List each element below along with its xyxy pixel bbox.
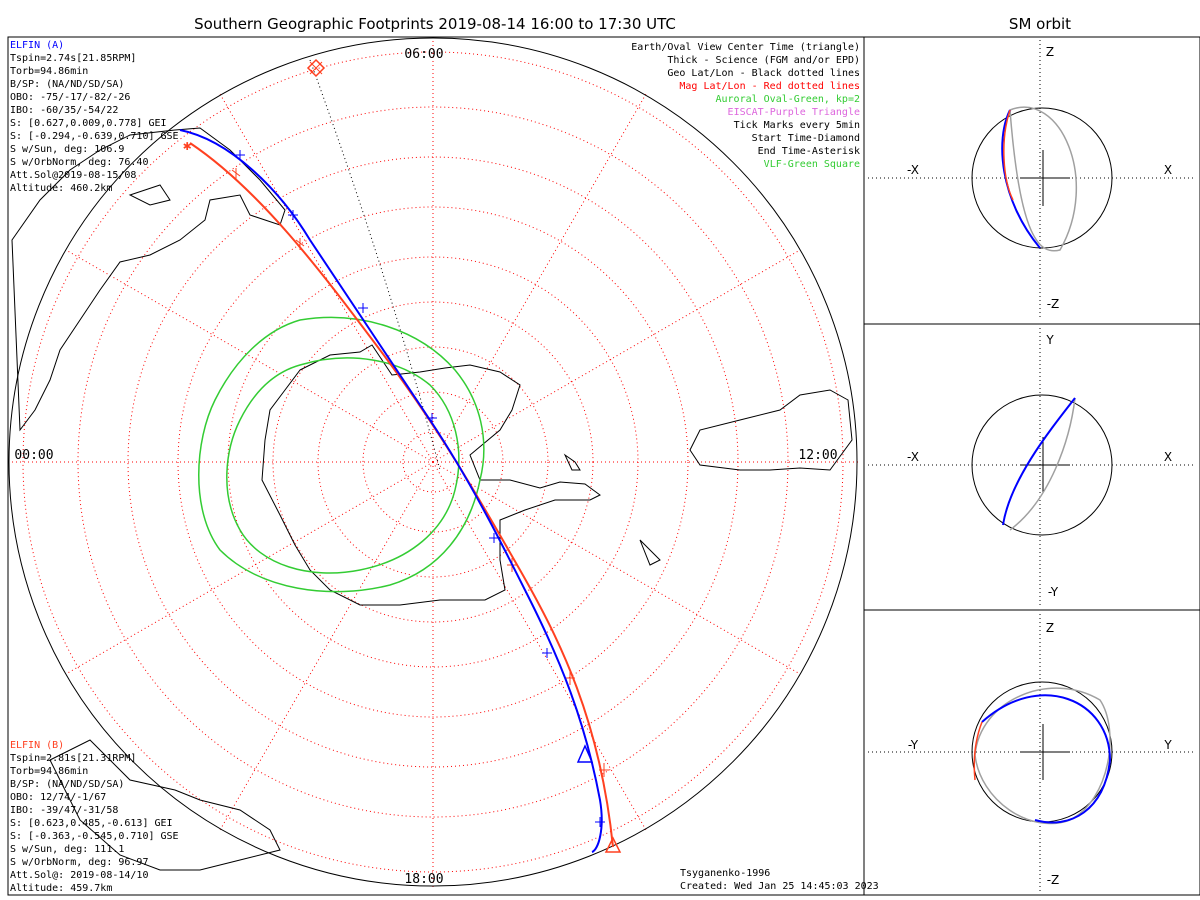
- coastlines: [11, 127, 853, 871]
- axis-label-top: Z: [1046, 45, 1054, 59]
- legend: Earth/Oval View Center Time (triangle) T…: [631, 42, 860, 170]
- elfin-b-info: ELFIN (B) Tspin=2.81s[21.31RPM] Torb=94.…: [10, 740, 179, 894]
- polar-map: ✱: [8, 37, 860, 890]
- earth-limb: [8, 37, 858, 887]
- elfin-a-line: IBO: -60/35/-54/22: [10, 105, 118, 116]
- elfin-b-line: S: [-0.363,-0.545,0.710] GSE: [10, 831, 179, 842]
- plot-title: Southern Geographic Footprints 2019-08-1…: [194, 15, 676, 33]
- axis-label-right: X: [1164, 450, 1172, 464]
- sm-panel-yz: [863, 609, 1200, 896]
- elfin-b-line: Att.Sol@: 2019-08-14/10: [10, 870, 148, 881]
- elfin-b-line: OBO: 12/74/-1/67: [10, 792, 106, 803]
- elfin-a-line: Att.Sol@2019-08-15/08: [10, 170, 136, 181]
- axis-label-right: Y: [1163, 738, 1172, 752]
- elfin-b-line: B/SP: (NA/ND/SD/SA): [10, 779, 124, 790]
- sm-panel-xz: [863, 36, 1200, 325]
- track-elfin-a: [179, 129, 605, 853]
- mlt-label-left: 00:00: [14, 448, 53, 463]
- elfin-b-line: Altitude: 459.7km: [10, 883, 112, 894]
- elfin-b-name: ELFIN (B): [10, 740, 64, 751]
- axis-label-left: -Y: [908, 738, 919, 752]
- elfin-a-line: B/SP: (NA/ND/SD/SA): [10, 79, 124, 90]
- axis-label-bottom: -Z: [1047, 297, 1060, 311]
- start-diamond-b: [306, 58, 326, 78]
- elfin-a-name: ELFIN (A): [10, 40, 64, 51]
- legend-item: VLF-Green Square: [764, 159, 860, 170]
- end-asterisk-b: ✱: [183, 138, 192, 154]
- geo-grid: [309, 59, 441, 471]
- mag-lon-grid: [10, 40, 860, 890]
- elfin-a-line: S: [-0.294,-0.639,0.710] GSE: [10, 131, 179, 142]
- elfin-a-line: Tspin=2.74s[21.85RPM]: [10, 53, 136, 64]
- sm-panel-xy: [863, 323, 1200, 611]
- elfin-b-line: S w/OrbNorm, deg: 96.97: [10, 857, 148, 868]
- sm-orbit-xz: Z -Z -X X: [868, 40, 1196, 320]
- legend-item: Earth/Oval View Center Time (triangle): [631, 42, 860, 53]
- elfin-a-line: S w/OrbNorm, deg: 76.40: [10, 157, 148, 168]
- axis-label-left: -X: [907, 163, 919, 177]
- legend-item: EISCAT-Purple Triangle: [728, 107, 860, 118]
- axis-label-left: -X: [907, 450, 919, 464]
- mlt-label-right: 12:00: [798, 448, 837, 463]
- elfin-a-line: Torb=94.86min: [10, 66, 88, 77]
- elfin-b-line: S w/Sun, deg: 111.1: [10, 844, 124, 855]
- elfin-a-line: Altitude: 460.2km: [10, 183, 112, 194]
- legend-item: End Time-Asterisk: [758, 146, 860, 157]
- axis-label-top: Y: [1045, 333, 1054, 347]
- legend-item: Tick Marks every 5min: [734, 120, 860, 131]
- elfin-a-line: S w/Sun, deg: 106.9: [10, 144, 124, 155]
- elfin-a-info: ELFIN (A) Tspin=2.74s[21.85RPM] Torb=94.…: [10, 40, 179, 194]
- mlt-label-top: 06:00: [404, 47, 443, 62]
- axis-label-top: Z: [1046, 621, 1054, 635]
- legend-item: Thick - Science (FGM and/or EPD): [667, 55, 860, 66]
- legend-item: Auroral Oval-Green, kp=2: [716, 94, 861, 105]
- elfin-b-line: S: [0.623,0.485,-0.613] GEI: [10, 818, 173, 829]
- track-elfin-b: ✱: [183, 138, 622, 853]
- legend-item: Start Time-Diamond: [752, 133, 860, 144]
- created-label: Created: Wed Jan 25 14:45:03 2023: [680, 881, 879, 892]
- footer: Tsyganenko-1996 Created: Wed Jan 25 14:4…: [680, 868, 879, 892]
- view-triangle-a: [576, 744, 594, 763]
- axis-label-bottom: -Z: [1047, 873, 1060, 887]
- axis-label-bottom: -Y: [1048, 585, 1059, 599]
- legend-item: Geo Lat/Lon - Black dotted lines: [667, 68, 860, 79]
- sm-orbit-title: SM orbit: [1009, 15, 1071, 33]
- axis-label-right: X: [1164, 163, 1172, 177]
- elfin-a-line: OBO: -75/-17/-82/-26: [10, 92, 130, 103]
- elfin-a-line: S: [0.627,0.009,0.778] GEI: [10, 118, 167, 129]
- elfin-b-line: Torb=94.86min: [10, 766, 88, 777]
- legend-item: Mag Lat/Lon - Red dotted lines: [679, 81, 860, 92]
- auroral-oval: [198, 316, 485, 593]
- sm-orbit-yz: Z -Z -Y Y: [868, 614, 1196, 892]
- model-label: Tsyganenko-1996: [680, 868, 770, 879]
- elfin-b-line: IBO: -39/47/-31/58: [10, 805, 118, 816]
- view-triangle-b: [604, 836, 622, 853]
- sm-orbit-xy: Y -Y -X X: [868, 328, 1196, 606]
- elfin-b-line: Tspin=2.81s[21.31RPM]: [10, 753, 136, 764]
- mlt-label-bottom: 18:00: [404, 872, 443, 887]
